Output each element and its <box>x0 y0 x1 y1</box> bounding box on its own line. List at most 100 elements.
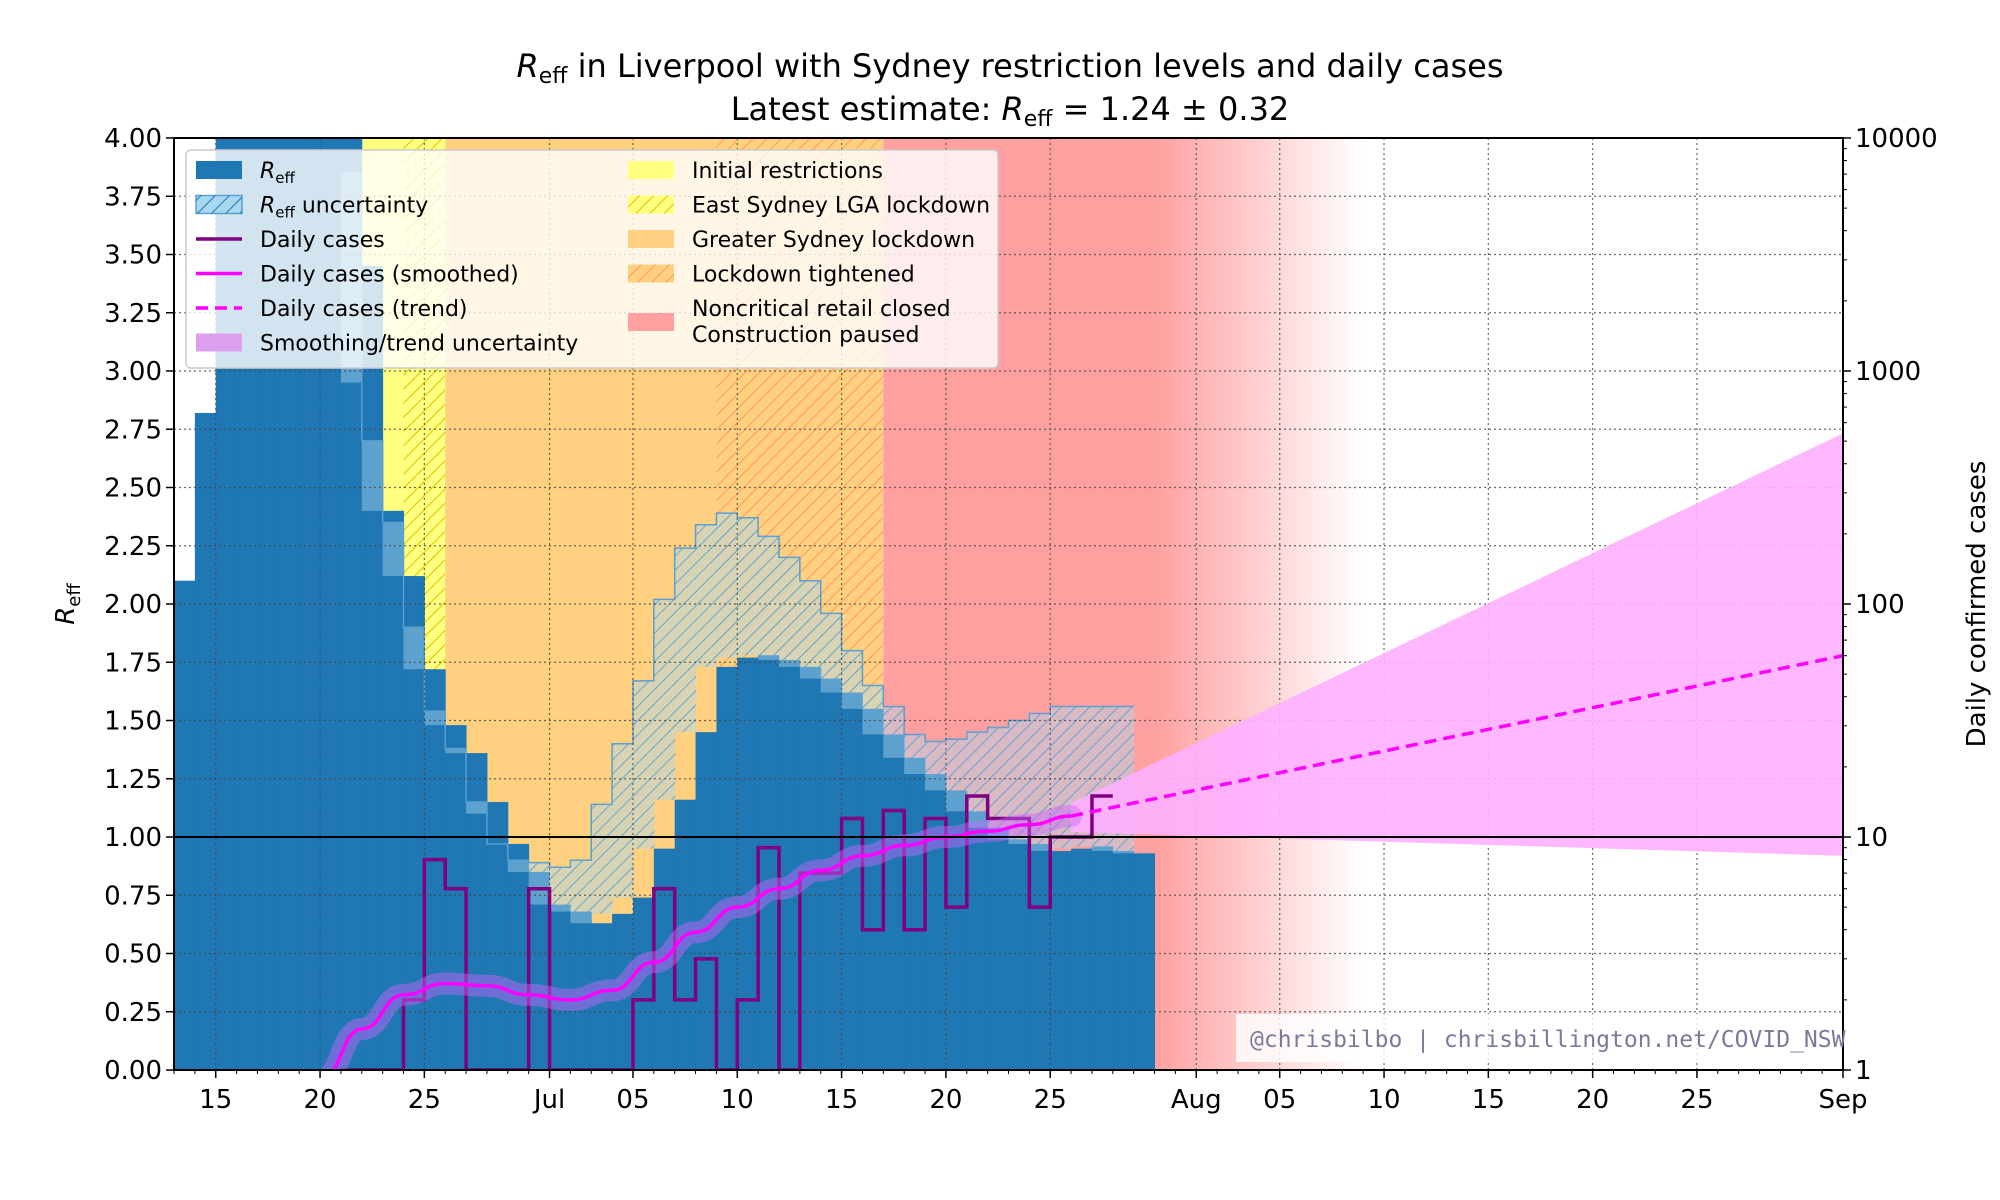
reff-uncert-hatch <box>820 613 843 693</box>
legend-label: Initial restrictions <box>692 159 883 184</box>
reff-uncert-hatch <box>799 580 822 679</box>
reff-uncert-hatch <box>653 599 676 800</box>
reff-bar <box>194 412 217 1070</box>
reff-bar <box>716 666 738 1070</box>
x-tick-label: 10 <box>721 1085 754 1115</box>
reff-uncert-fill <box>862 685 884 735</box>
reff-bar <box>1029 843 1051 1070</box>
reff-uncert-fill <box>382 522 404 577</box>
reff-uncert-fill <box>591 804 613 914</box>
reff-bar <box>549 904 571 1070</box>
reff-uncert-fill <box>695 524 717 667</box>
reff-uncert-hatch <box>883 706 905 758</box>
reff-bar <box>758 655 780 1070</box>
reff-uncert-hatch <box>591 804 613 914</box>
reff-bar <box>591 923 613 1070</box>
reff-uncert-hatch <box>445 748 467 754</box>
reff-bar <box>466 753 488 1070</box>
reff-uncert-fill <box>737 517 759 656</box>
reff-uncert-hatch <box>528 862 551 905</box>
reff-uncert-hatch <box>466 802 488 814</box>
legend-swatch-reff-uncert-hatch <box>196 195 242 214</box>
x-tick-label: 25 <box>1034 1085 1067 1115</box>
legend-label: Reff uncertainty <box>260 194 428 222</box>
reff-bar <box>695 732 717 1070</box>
reff-uncert-hatch <box>904 734 926 775</box>
reff-uncert-hatch <box>737 517 759 656</box>
reff-bar <box>737 657 759 1070</box>
x-tick-label: 15 <box>199 1085 232 1115</box>
y-axis-label: Reff <box>51 583 85 625</box>
reff-uncert-fill <box>612 743 634 898</box>
reff-uncert-fill <box>1008 720 1030 844</box>
reff-uncert-hatch <box>758 536 780 660</box>
reff-uncert-fill <box>820 613 843 693</box>
axes: 0.00 0.25 0.50 0.75 1.00 1.25 1.50 1.75 2.00 2.25… <box>104 124 1938 1115</box>
y-tick-label: 2.25 <box>104 532 162 562</box>
legend-label: East Sydney LGA lockdown <box>692 194 990 219</box>
reff-uncert-fill <box>904 734 926 775</box>
chart-title: Reff in Liverpool with Sydney restrictio… <box>516 47 1503 89</box>
reff-uncert-hatch <box>570 860 592 924</box>
legend-label: Reff <box>260 159 296 187</box>
reff-bar <box>945 790 968 1070</box>
reff-uncert-hatch <box>403 627 425 670</box>
reff-bar <box>507 843 530 1070</box>
daily-cases-line <box>340 794 1113 1070</box>
reff-bar <box>361 266 384 1070</box>
y-tick-label: 0.25 <box>104 998 162 1028</box>
y-tick-label: 3.75 <box>104 182 162 212</box>
reff-uncert-hatch <box>424 711 446 726</box>
reff-bar <box>966 811 989 1070</box>
y-tick-label: 2.00 <box>104 590 162 620</box>
trend-band-area <box>1071 433 1843 856</box>
chart-subtitle: Latest estimate: Reff = 1.24 ± 0.32 <box>731 90 1290 132</box>
reff-bar <box>883 734 905 1070</box>
reff-uncert-hatch <box>1008 720 1030 844</box>
reff-uncert-hatch <box>695 524 717 667</box>
legend-swatch-yellow <box>628 161 674 179</box>
reff-uncert-hatch <box>987 727 1009 840</box>
legend-swatch-yellow_hatch <box>628 195 674 214</box>
legend-swatch-orange <box>628 230 674 248</box>
legend-label: Daily cases (smoothed) <box>260 263 519 288</box>
reff-bar <box>174 580 196 1070</box>
reff-bar <box>799 666 822 1070</box>
reff-uncert-fill <box>361 440 384 511</box>
y-tick-label: 0.75 <box>104 881 162 911</box>
reff-uncert-fill <box>466 802 488 814</box>
reff-uncert-fill <box>674 548 697 733</box>
y-tick-label: 1.00 <box>104 823 162 853</box>
x-tick-label: 05 <box>1263 1085 1296 1115</box>
reff-bar <box>1071 848 1093 1070</box>
y-tick-label: 3.50 <box>104 241 162 271</box>
reff-uncert-hatch <box>612 743 634 898</box>
reff-uncert-fill <box>632 680 655 849</box>
legend-label: Smoothing/trend uncertainty <box>260 332 578 357</box>
reff-uncert-hatch <box>779 557 801 667</box>
reff-bar <box>1050 850 1072 1070</box>
y2-tick-label: 10000 <box>1855 124 1938 154</box>
reff-bar <box>1008 839 1030 1070</box>
legend-box <box>185 149 999 369</box>
y2-tick-label: 10 <box>1855 823 1888 853</box>
reff-uncert-hatch <box>862 685 884 735</box>
watermark: @chrisbilbo | chrisbillington.net/COVID_… <box>1250 1027 1846 1053</box>
reff-uncert-fill <box>570 860 592 924</box>
reff-uncert-fill <box>966 732 989 828</box>
reff-uncert-fill <box>653 599 676 800</box>
y-tick-label: 0.00 <box>104 1056 162 1086</box>
y-tick-label: 4.00 <box>104 124 162 154</box>
reff-bar <box>445 725 467 1070</box>
trend-band <box>1071 433 1843 856</box>
y2-tick-label: 1000 <box>1855 357 1921 387</box>
legend-swatch-orange_hatch <box>628 264 674 283</box>
reff-uncert-fill <box>779 557 801 667</box>
legend-label: Noncritical retail closed <box>692 297 951 322</box>
y-tick-label: 3.25 <box>104 299 162 329</box>
reff-uncert-fill <box>403 627 425 670</box>
reff-uncert-hatch <box>966 732 989 828</box>
reff-bar <box>528 871 551 1070</box>
reff-bar <box>862 708 884 1070</box>
